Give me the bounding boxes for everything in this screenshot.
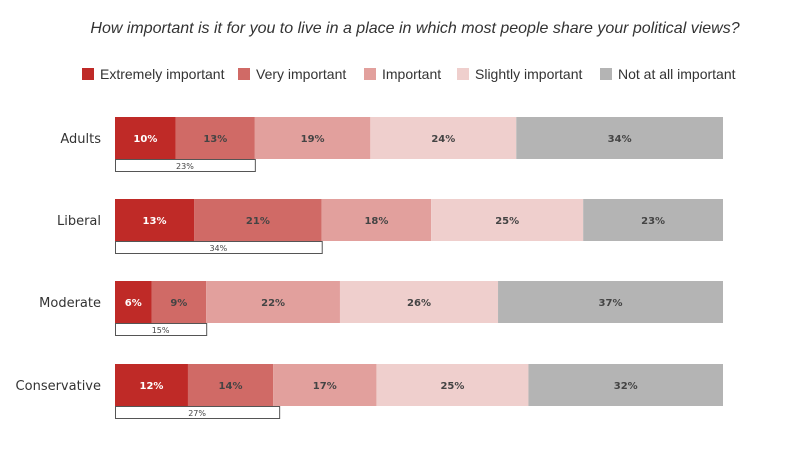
data-label: 9%: [170, 298, 187, 309]
legend-label: Not at all important: [618, 66, 736, 82]
data-label: 26%: [407, 298, 431, 309]
data-label: 14%: [219, 381, 243, 392]
data-label: 32%: [614, 381, 638, 392]
bar-segment: [187, 364, 274, 406]
legend-item: Slightly important: [457, 64, 582, 84]
total-bracket: [115, 241, 323, 254]
bar-segment: [115, 117, 176, 159]
data-label: 37%: [599, 298, 623, 309]
total-bracket-label: 23%: [176, 162, 194, 171]
data-label: 12%: [140, 381, 164, 392]
total-bracket-label: 27%: [188, 409, 206, 418]
data-label: 25%: [495, 216, 519, 227]
bar-segment: [321, 199, 432, 241]
data-label: 13%: [203, 134, 227, 145]
bar-segment: [115, 364, 188, 406]
legend-swatch: [600, 68, 612, 80]
data-label: 18%: [364, 216, 388, 227]
legend-item: Not at all important: [600, 64, 736, 84]
data-label: 25%: [440, 381, 464, 392]
data-label: 22%: [261, 298, 285, 309]
bar-segment: [370, 117, 517, 159]
legend-label: Extremely important: [100, 66, 225, 82]
bar-segment: [528, 364, 723, 406]
chart-legend: Extremely important Very important Importa…: [0, 64, 800, 84]
bar-segment: [516, 117, 723, 159]
legend-item: Extremely important: [82, 64, 224, 84]
legend-label: Very important: [256, 66, 347, 82]
legend-swatch: [82, 68, 94, 80]
bar-segment: [194, 199, 322, 241]
data-label: 10%: [133, 134, 157, 145]
bar-segment: [115, 281, 152, 323]
bar-segment: [115, 199, 195, 241]
legend-item: Very important: [238, 64, 346, 84]
legend-swatch: [457, 68, 469, 80]
bar-segment: [254, 117, 371, 159]
data-label: 19%: [301, 134, 325, 145]
bar-segment: [498, 281, 723, 323]
bar-segment: [175, 117, 255, 159]
chart-title: How important is it for you to live in a…: [90, 20, 740, 37]
legend-swatch: [364, 68, 376, 80]
data-label: 23%: [641, 216, 665, 227]
bar-segment: [583, 199, 723, 241]
data-label: 13%: [143, 216, 167, 227]
legend-label: Important: [382, 66, 442, 82]
legend-item: Important: [364, 64, 441, 84]
bar-segment: [273, 364, 377, 406]
category-label: Adults: [60, 132, 101, 147]
total-bracket: [115, 406, 281, 419]
total-bracket-label: 34%: [209, 244, 227, 253]
bar-segment: [339, 281, 499, 323]
data-label: 34%: [608, 134, 632, 145]
data-label: 21%: [246, 216, 270, 227]
category-label: Liberal: [57, 214, 101, 229]
category-label: Moderate: [39, 296, 101, 311]
data-label: 24%: [431, 134, 455, 145]
total-bracket: [115, 159, 256, 172]
data-label: 17%: [313, 381, 337, 392]
data-label: 6%: [125, 298, 142, 309]
bar-segment: [376, 364, 529, 406]
total-bracket: [115, 323, 208, 336]
category-label: Conservative: [16, 379, 101, 394]
bar-segment: [151, 281, 207, 323]
legend-swatch: [238, 68, 250, 80]
bar-segment: [431, 199, 584, 241]
legend-label: Slightly important: [475, 66, 583, 82]
total-bracket-label: 15%: [152, 326, 170, 335]
bar-segment: [206, 281, 340, 323]
